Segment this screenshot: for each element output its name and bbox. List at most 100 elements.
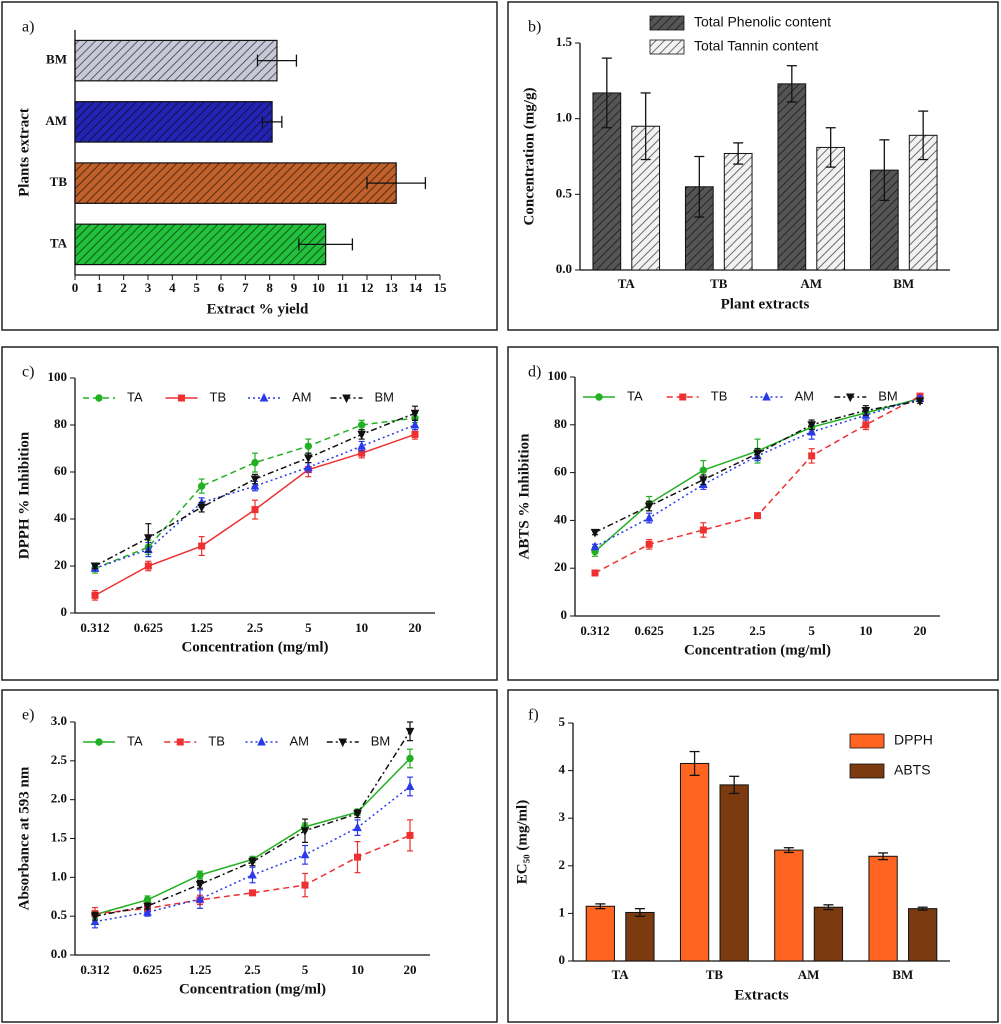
bar — [774, 849, 804, 962]
panel — [1, 1, 498, 331]
y-axis-label: Plants extract — [16, 108, 32, 197]
marker — [861, 406, 871, 416]
y-tick-label: 80 — [54, 416, 67, 431]
bar — [816, 146, 846, 271]
marker — [411, 430, 419, 438]
marker — [301, 881, 309, 889]
y-axis-label: Concentration (mg/g) — [521, 88, 537, 226]
x-tick-label: 5 — [302, 962, 309, 977]
marker — [754, 512, 761, 520]
legend-label: Total Phenolic content — [694, 14, 831, 30]
y-tick-label: 60 — [54, 463, 67, 478]
marker — [807, 421, 816, 430]
marker — [762, 391, 771, 401]
marker — [753, 449, 762, 459]
panel-label: f) — [528, 707, 539, 724]
x-tick-label: 0.625 — [133, 962, 163, 977]
legend-swatch — [849, 763, 885, 779]
x-tick-label: 20 — [404, 962, 417, 977]
x-tick-label: 2.5 — [244, 962, 261, 977]
marker — [699, 466, 708, 474]
marker — [195, 893, 205, 903]
x-tick-label: 10 — [351, 962, 364, 977]
y-axis-label: EC₅₀ (mg/ml) — [514, 800, 530, 884]
x-tick-label: 2 — [120, 280, 127, 295]
x-tick-label: 8 — [266, 280, 273, 295]
y-tick-label: 0 — [561, 607, 568, 622]
legend-label: DPPH — [894, 732, 933, 748]
marker — [644, 502, 654, 512]
marker — [410, 409, 420, 419]
panel — [507, 689, 999, 1023]
marker — [143, 896, 152, 904]
marker — [249, 889, 256, 897]
y-tick-label: 80 — [554, 416, 567, 431]
x-axis-label: Concentration (mg/ml) — [181, 639, 328, 655]
x-tick-label: 5 — [193, 280, 200, 295]
y-tick-label: 3 — [559, 809, 566, 824]
x-tick-label: 4 — [169, 280, 176, 295]
y-axis-label: ABTS % Inhibition — [516, 433, 532, 560]
legend-label: BM — [375, 389, 395, 404]
x-tick-label: BM — [893, 276, 914, 291]
marker — [357, 430, 366, 440]
bar — [777, 83, 807, 271]
x-axis-label: Concentration (mg/ml) — [684, 642, 831, 658]
legend-label: TA — [627, 388, 643, 403]
legend-label: ABTS — [894, 762, 931, 778]
x-tick-label: 5 — [305, 620, 312, 635]
legend-label: AM — [292, 389, 312, 404]
marker — [342, 394, 351, 404]
bar — [868, 855, 898, 962]
bar — [74, 223, 327, 266]
marker — [95, 394, 103, 402]
x-tick-label: 13 — [385, 280, 399, 295]
x-tick-label: AM — [798, 967, 820, 982]
bar — [74, 39, 278, 82]
y-tick-label: 1.5 — [556, 34, 573, 49]
marker — [90, 912, 100, 922]
x-tick-label: 0 — [72, 280, 79, 295]
y-tick-label: 100 — [548, 368, 568, 383]
x-tick-label: 1.25 — [189, 962, 212, 977]
series-line — [594, 397, 921, 548]
marker — [590, 528, 600, 538]
x-tick-label: 10 — [312, 280, 325, 295]
y-tick-label: 40 — [54, 510, 67, 525]
bar — [719, 784, 749, 962]
x-tick-label: 20 — [409, 620, 422, 635]
bar — [625, 911, 655, 962]
x-tick-label: 9 — [291, 280, 298, 295]
marker — [862, 421, 870, 429]
marker — [679, 393, 687, 401]
marker — [176, 738, 184, 746]
x-axis-label: Concentration (mg/ml) — [179, 981, 326, 997]
marker — [300, 827, 310, 836]
panel-label: b) — [528, 19, 541, 36]
x-tick-label: TA — [618, 276, 636, 291]
x-tick-label: 7 — [242, 280, 249, 295]
legend-label: TB — [208, 733, 225, 748]
marker — [195, 880, 205, 890]
x-axis-label: Extracts — [734, 987, 788, 1003]
legend-label: TA — [127, 389, 143, 404]
x-tick-label: 0.312 — [580, 623, 609, 638]
panel — [1, 689, 498, 1023]
y-tick-label: 4 — [559, 762, 566, 777]
marker — [595, 393, 603, 401]
marker — [197, 503, 206, 513]
marker — [304, 462, 313, 471]
marker — [808, 452, 816, 460]
x-tick-label: 12 — [361, 280, 374, 295]
x-axis-label: Extract % yield — [207, 301, 309, 317]
x-tick-label: 20 — [914, 623, 927, 638]
x-tick-label: 0.625 — [134, 620, 164, 635]
marker — [353, 810, 362, 819]
y-axis-label: Absorbance at 593 nm — [16, 766, 32, 910]
marker — [90, 562, 100, 572]
y-tick-label: BM — [46, 52, 67, 67]
bar — [723, 152, 753, 271]
y-tick-label: AM — [45, 113, 67, 128]
y-tick-label: TA — [50, 235, 68, 250]
legend-label: TB — [711, 388, 728, 403]
